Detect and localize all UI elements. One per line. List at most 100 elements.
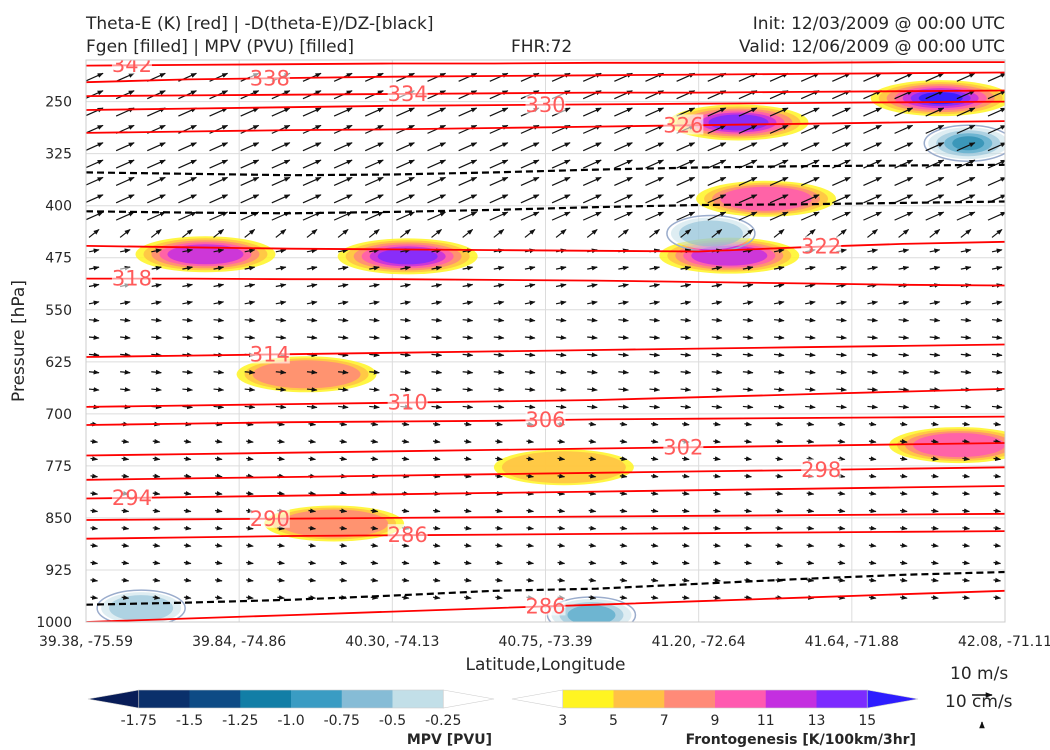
wind-vector [744, 456, 752, 462]
wind-vector [837, 456, 846, 462]
wind-vector [246, 577, 254, 583]
wind-vector [836, 265, 847, 271]
x-tick-label: 41.20, -72.64 [652, 634, 746, 650]
wind-vector [837, 595, 846, 600]
wind-vector [588, 595, 597, 600]
wind-vector [458, 142, 478, 152]
wind-vector [618, 335, 629, 340]
fgen-colorbar-swatch [664, 690, 716, 708]
wind-vector [587, 404, 598, 410]
x-tick-label: 40.75, -73.39 [498, 634, 592, 650]
wind-vector [960, 248, 972, 254]
mpv-colorbar-frame [138, 689, 444, 709]
wind-vector [526, 473, 535, 479]
wind-vector [991, 335, 1003, 340]
fgen-colorbar-title: Frontogenesis [K/100km/3hr] [686, 732, 916, 748]
wind-vector [275, 265, 287, 271]
wind-vector [88, 335, 100, 340]
wind-vector [370, 456, 379, 462]
wind-vector [773, 352, 785, 358]
wind-vector [645, 107, 665, 117]
wind-vector [649, 387, 661, 392]
wind-vector [557, 543, 566, 548]
wind-vector [240, 159, 260, 169]
wind-vector [551, 142, 571, 152]
wind-vector [618, 300, 629, 306]
wind-vector [800, 107, 820, 117]
wind-vector [960, 265, 972, 271]
wind-vector [306, 265, 318, 271]
wind-vector [489, 211, 509, 221]
wind-vector [614, 142, 633, 152]
wind-vector [962, 577, 970, 583]
wind-vector [524, 265, 536, 271]
wind-vector [682, 421, 690, 427]
wind-vector [178, 142, 197, 152]
wind-vector [744, 421, 752, 427]
wind-vector [308, 508, 317, 514]
wind-vector [676, 159, 696, 169]
fgen-colorbar-tick-label: 3 [558, 713, 567, 729]
wind-vector [649, 352, 661, 358]
wind-vector [121, 560, 130, 566]
mpv-region [678, 220, 743, 247]
wind-vector [769, 142, 789, 152]
wind-vector [676, 142, 696, 152]
wind-vector [119, 228, 131, 238]
wind-vector [836, 387, 847, 392]
wind-vector [960, 317, 972, 323]
theta-e-label-bg [387, 524, 428, 545]
theta-e-contour [86, 466, 1005, 481]
wind-vector [650, 456, 659, 462]
wind-vector [931, 473, 939, 479]
wind-vector [806, 508, 815, 514]
wind-vector [682, 456, 690, 462]
wind-vector [90, 491, 99, 496]
wind-vector [493, 228, 505, 238]
wind-vector [214, 438, 223, 444]
wind-vector [333, 142, 353, 152]
wind-vector [333, 211, 353, 221]
wind-vector [182, 283, 194, 288]
wind-vector [742, 369, 754, 375]
fgen-colorbar-tick-label: 7 [660, 713, 669, 729]
wind-vector [493, 404, 505, 410]
wind-vector [588, 560, 597, 566]
wind-vector [121, 595, 130, 600]
wind-vector [898, 317, 910, 323]
wind-vector [86, 142, 104, 151]
wind-vector [931, 560, 939, 566]
wind-vector [775, 508, 784, 514]
wind-vector [991, 265, 1003, 271]
wind-vector [489, 90, 509, 100]
wind-vector [275, 228, 287, 238]
wind-vector [493, 387, 505, 392]
wind-vector [900, 508, 908, 514]
wind-vector [401, 438, 410, 444]
frontogenesis-region [280, 509, 389, 538]
wind-vector [707, 124, 727, 134]
valid-time: Valid: 12/06/2009 @ 00:00 UTC [739, 37, 1005, 57]
wind-vector [582, 176, 602, 186]
wind-vector [900, 421, 908, 427]
wind-vector [431, 228, 442, 238]
wind-vector [431, 352, 443, 358]
wind-vector [333, 107, 353, 117]
wind-vector [650, 438, 659, 444]
wind-vector [867, 265, 879, 271]
frontogenesis-region [167, 244, 244, 265]
wind-vector [337, 228, 349, 238]
wind-vector [464, 577, 472, 583]
wind-vector [427, 142, 447, 152]
wind-vector [213, 248, 225, 254]
wind-vector [619, 525, 628, 531]
wind-vector [557, 525, 566, 531]
wind-vector [836, 335, 847, 340]
wind-vector [214, 473, 223, 479]
wind-vector [738, 194, 758, 204]
wind-vector [557, 456, 566, 462]
wind-vector [152, 543, 161, 548]
wind-vector [769, 211, 789, 221]
wind-vector [524, 335, 536, 340]
wind-vector [619, 595, 628, 600]
